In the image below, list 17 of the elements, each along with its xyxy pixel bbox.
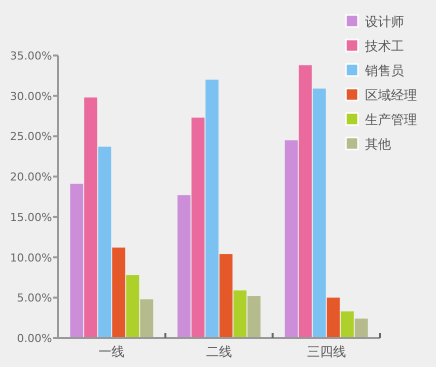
y-tick-label: 25.00%	[10, 130, 52, 144]
legend-label: 区域经理	[365, 88, 417, 104]
legend-label: 销售员	[364, 64, 404, 79]
y-tick-label: 10.00%	[10, 251, 52, 264]
legend-label: 设计师	[365, 15, 404, 30]
legend-label: 技术工	[364, 40, 404, 54]
x-tick-label: 三四线	[306, 345, 346, 360]
legend-label: 生产管理	[365, 113, 417, 128]
x-tick-label: 一线	[98, 345, 125, 360]
y-tick-label: 15.00%	[10, 210, 52, 224]
y-tick-label: 30.00%	[10, 90, 52, 103]
y-tick-label: 0.00%	[17, 332, 52, 345]
x-tick-label: 二线	[206, 345, 232, 360]
y-tick-label: 5.00%	[17, 292, 52, 305]
legend-label: 其他	[365, 138, 391, 152]
y-tick-label: 20.00%	[10, 170, 52, 184]
y-tick-label: 35.00%	[10, 50, 52, 62]
